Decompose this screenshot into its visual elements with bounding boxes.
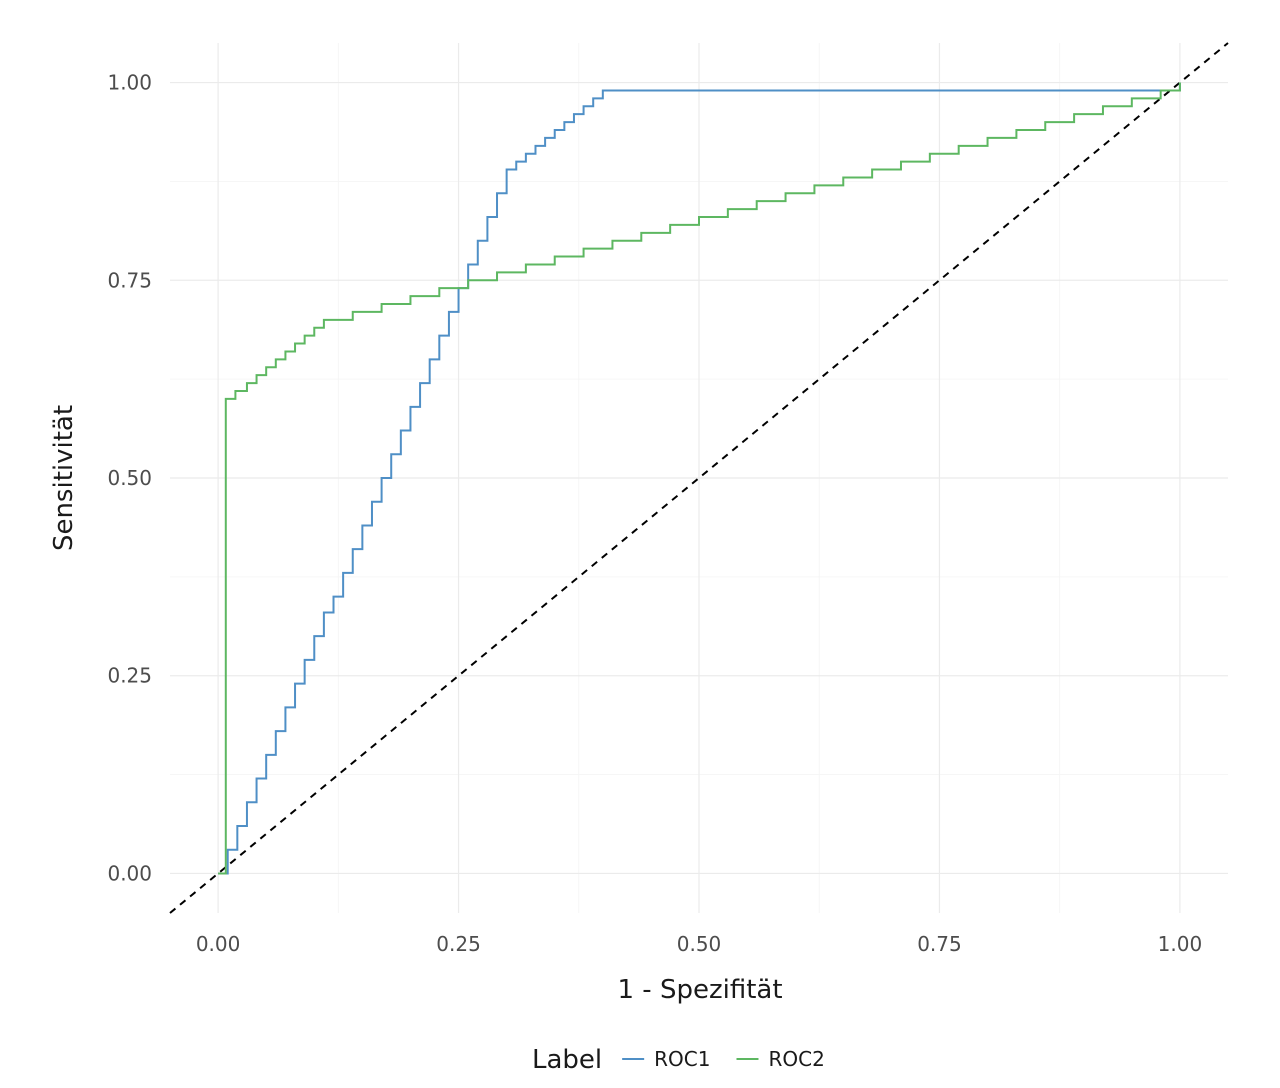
y-tick-label: 0.75 — [107, 268, 152, 292]
legend-label-roc2: ROC2 — [768, 1047, 824, 1071]
major-gridlines — [170, 43, 1228, 913]
y-tick-label: 0.25 — [107, 664, 152, 688]
y-axis-tick-labels: 0.00 0.25 0.50 0.75 1.00 — [107, 71, 152, 886]
y-tick-label: 0.00 — [107, 861, 152, 885]
x-axis-tick-labels: 0.00 0.25 0.50 0.75 1.00 — [196, 932, 1202, 956]
x-tick-label: 1.00 — [1158, 932, 1203, 956]
series-lines — [218, 82, 1181, 875]
legend-label-roc1: ROC1 — [654, 1047, 710, 1071]
x-tick-label: 0.75 — [917, 932, 962, 956]
series-line-roc1 — [218, 82, 1181, 875]
x-axis-title: 1 - Spezifität — [617, 975, 782, 1005]
legend-title: Label — [532, 1045, 602, 1075]
y-axis-title: Sensitivität — [49, 405, 79, 551]
y-tick-label: 0.50 — [107, 466, 152, 490]
y-tick-label: 1.00 — [107, 71, 152, 95]
x-tick-label: 0.50 — [677, 932, 722, 956]
series-line-roc2 — [218, 82, 1181, 875]
x-tick-label: 0.25 — [436, 932, 481, 956]
x-tick-label: 0.00 — [196, 932, 241, 956]
legend: Label ROC1 ROC2 — [532, 1045, 825, 1075]
